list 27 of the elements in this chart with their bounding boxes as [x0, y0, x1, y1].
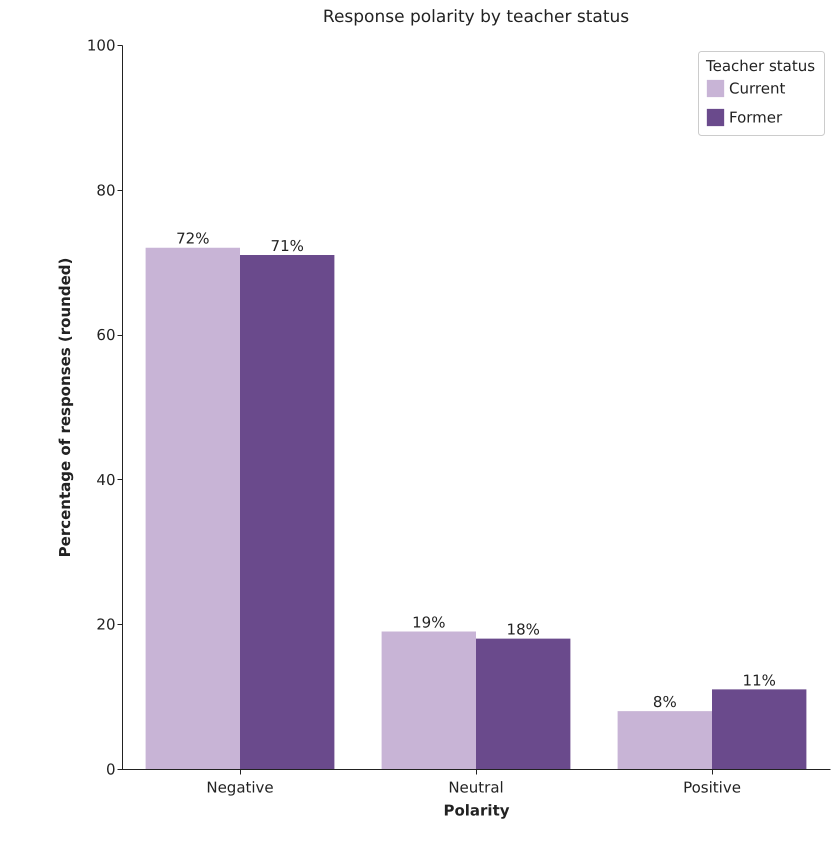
- legend-label: Former: [729, 108, 784, 126]
- x-axis-title: Polarity: [443, 802, 510, 820]
- data-label: 19%: [412, 613, 446, 632]
- data-label: 71%: [270, 236, 304, 255]
- x-tick-label: Negative: [206, 778, 274, 796]
- legend-title: Teacher status: [705, 57, 816, 75]
- y-tick-label: 20: [96, 616, 116, 634]
- y-tick-label: 100: [86, 36, 116, 54]
- data-label: 18%: [506, 620, 540, 639]
- y-tick-label: 60: [96, 326, 116, 344]
- y-tick-label: 40: [96, 470, 116, 489]
- bar: [476, 638, 570, 769]
- y-tick-label: 80: [96, 181, 116, 200]
- bar: [712, 689, 806, 769]
- x-tick-label: Positive: [683, 778, 741, 796]
- data-label: 8%: [652, 693, 677, 712]
- x-tick-label: Neutral: [448, 778, 504, 796]
- bar: [618, 711, 712, 769]
- y-axis-title: Percentage of responses (rounded): [56, 258, 74, 558]
- data-label: 72%: [176, 230, 210, 248]
- y-tick-label: 0: [106, 760, 116, 778]
- bar: [146, 248, 240, 769]
- bar: [382, 631, 476, 769]
- chart-title: Response polarity by teacher status: [322, 7, 630, 27]
- legend-label: Current: [729, 80, 786, 98]
- data-label: 11%: [742, 671, 776, 690]
- bar: [240, 254, 334, 769]
